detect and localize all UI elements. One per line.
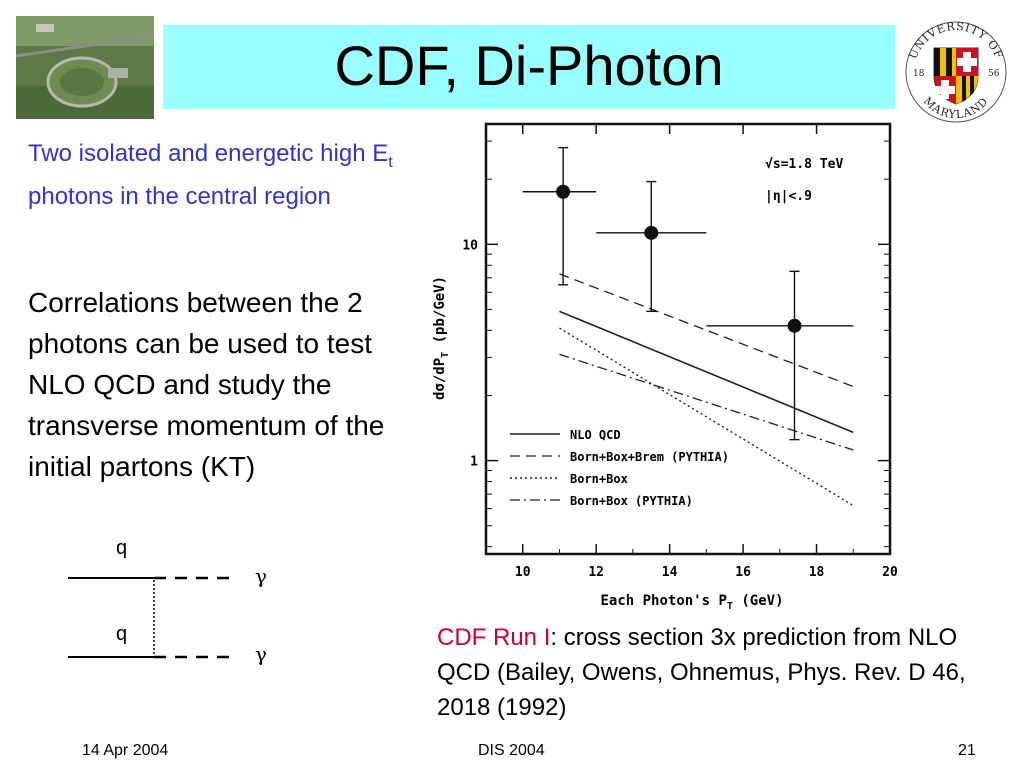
y-tick-label: 1 [470,455,478,470]
photon-label-bottom: γ [255,642,267,666]
quark-label-top: q [116,537,127,559]
legend-label-3: Born+Box [570,472,628,486]
caption: CDF Run I: cross section 3x prediction f… [437,620,997,725]
feynman-diagram: q γ q γ [68,537,267,666]
photon-label-top: γ [255,564,267,588]
x-tick-label: 14 [662,565,678,580]
data-point-3 [787,318,802,333]
caption-highlight: CDF Run I [437,624,551,651]
quark-label-bottom: q [116,623,127,645]
series-line-1 [559,310,854,434]
data-point-2 [644,225,659,240]
x-tick-label: 16 [735,565,751,580]
seal-year-left: 18 [913,69,925,79]
series-line-4 [559,353,854,451]
title-bar: CDF, Di-Photon [163,25,895,109]
annotation-eta: |η|<.9 [765,189,812,204]
university-seal-logo: UNIVERSITY OF MARYLAND 18 56 [900,14,1012,126]
legend-label-2: Born+Box+Brem (PYTHIA) [570,450,729,464]
x-tick-label: 10 [515,565,531,580]
series-line-3 [559,327,854,507]
legend-label-4: Born+Box (PYTHIA) [570,494,693,508]
chart-svg: 10 12 14 16 18 20 1 10 √s=1.8 TeV |η|<.9 NLO QC… [432,122,898,612]
annotation-energy: √s=1.8 TeV [765,157,843,172]
x-tick-label: 18 [809,565,825,580]
plot-frame [484,122,892,556]
intro-subscript: t [388,153,393,171]
footer-page-number: 21 [958,742,976,759]
legend-label-1: NLO QCD [570,428,621,442]
seal-year-right: 56 [988,69,1000,79]
diphoton-cross-section-chart: 10 12 14 16 18 20 1 10 √s=1.8 TeV |η|<.9 NLO QC… [410,118,920,618]
x-tick-label: 12 [588,565,604,580]
x-axis-label: Each Photon's PT (GeV) [600,593,783,612]
footer-date: 14 Apr 2004 [82,742,169,759]
series-line-2 [559,273,854,388]
caption-rest: : cross section 3x prediction from NLO Q… [437,624,966,721]
body-text: Correlations between the 2 photons can b… [28,287,385,482]
intro-part2: photons in the central region [28,182,331,210]
footer-event: DIS 2004 [478,742,545,759]
y-axis-label: dσ/dPT (pb/GeV) [432,276,451,400]
slide-title: CDF, Di-Photon [334,34,724,97]
data-point-1 [556,184,571,199]
x-tick-label: 20 [882,565,898,580]
y-tick-label: 10 [462,238,478,253]
maryland-shield-icon [933,47,979,105]
accelerator-aerial-photo [16,16,154,119]
intro-text: Two isolated and energetic high Et photo… [28,137,398,214]
intro-part1: Two isolated and energetic high E [28,140,389,167]
